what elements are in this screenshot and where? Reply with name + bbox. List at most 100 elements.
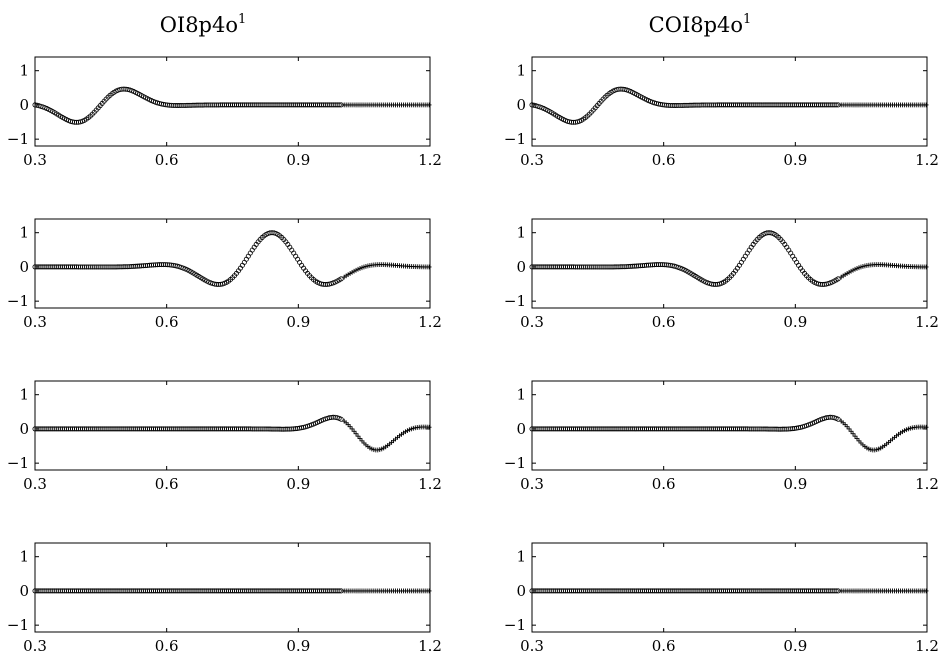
y-tick-label: −1 [504,292,526,310]
data-point-circle [245,253,251,259]
y-tick-label: 0 [19,420,29,438]
y-tick-label: 1 [516,548,526,566]
plot-panel-col1-row2: 0.3 0.6 0.9 1.2 −1 0 1 [7,218,442,331]
data-point-circle [338,416,344,422]
y-tick-label: 0 [19,96,29,114]
y-tick-label: 0 [516,96,526,114]
data-point-circle [792,256,798,262]
y-tick-label: 0 [516,258,526,276]
data-series [529,414,929,453]
data-point-plus [923,588,929,594]
data-point-circle [295,256,301,262]
y-tick-label: 1 [19,62,29,80]
data-series [32,588,432,594]
x-tick-label: 1.2 [915,151,939,169]
plot-panel-col2-row3: 0.3 0.6 0.9 1.2 −1 0 1 [504,380,939,493]
data-point-circle [291,250,297,256]
x-tick-label: 0.9 [783,475,807,493]
x-tick-label: 0.3 [23,475,47,493]
data-point-plus [848,428,854,434]
data-series [529,230,929,288]
x-tick-label: 0.9 [286,313,310,331]
y-tick-label: 1 [516,62,526,80]
data-point-plus [426,264,432,270]
x-tick-label: 0.6 [652,475,676,493]
plot-panel-col2-row1: 0.3 0.6 0.9 1.2 −1 0 1 [504,56,939,169]
y-tick-label: 0 [19,582,29,600]
data-point-plus [923,102,929,108]
data-point-circle [243,256,249,262]
data-point-circle [336,588,342,594]
data-point-circle [740,256,746,262]
data-point-circle [835,416,841,422]
x-tick-label: 0.3 [520,313,544,331]
y-tick-label: 1 [516,386,526,404]
x-tick-label: 1.2 [915,313,939,331]
y-tick-label: 1 [19,548,29,566]
y-tick-label: 0 [516,582,526,600]
data-series [32,86,432,125]
x-tick-label: 0.9 [286,475,310,493]
axes-frame [34,56,431,147]
y-tick-label: −1 [504,616,526,634]
column-title-left-sup: 1 [238,12,246,27]
data-point-plus [351,428,357,434]
data-series [32,414,432,453]
axes-frame [34,380,431,471]
x-tick-label: 0.3 [520,637,544,655]
x-tick-label: 1.2 [418,151,442,169]
x-tick-label: 0.3 [520,151,544,169]
data-point-circle [744,250,750,256]
data-point-circle [293,253,299,259]
data-series [529,588,929,594]
plot-panel-col1-row1: 0.3 0.6 0.9 1.2 −1 0 1 [7,56,442,169]
data-point-plus [426,424,432,430]
data-point-plus [923,264,929,270]
x-tick-label: 0.9 [783,313,807,331]
x-tick-label: 0.9 [286,151,310,169]
x-tick-label: 1.2 [418,475,442,493]
y-tick-label: −1 [7,130,29,148]
column-title-right-base: COI8p4o [649,13,743,37]
plot-panel-col1-row4: 0.3 0.6 0.9 1.2 −1 0 1 [7,542,442,655]
data-point-plus [850,431,856,437]
data-point-circle [742,253,748,259]
x-tick-label: 1.2 [915,475,939,493]
axes-frame [34,218,431,309]
x-tick-label: 0.3 [23,313,47,331]
y-tick-label: 1 [19,386,29,404]
x-tick-label: 1.2 [915,637,939,655]
data-point-plus [852,433,858,439]
data-point-circle [835,276,841,282]
data-series [529,86,929,125]
data-point-plus [426,102,432,108]
plot-panel-col2-row2: 0.3 0.6 0.9 1.2 −1 0 1 [504,218,939,331]
axes-frame [34,542,431,633]
x-tick-label: 1.2 [418,637,442,655]
x-tick-label: 0.6 [652,313,676,331]
y-tick-label: −1 [7,616,29,634]
column-title-right-sup: 1 [743,12,751,27]
data-point-circle [336,102,342,108]
x-tick-label: 0.6 [155,637,179,655]
data-point-circle [338,276,344,282]
x-tick-label: 0.9 [286,637,310,655]
x-tick-label: 0.3 [520,475,544,493]
x-tick-label: 0.6 [155,151,179,169]
y-tick-label: −1 [7,292,29,310]
plot-panel-col2-row4: 0.3 0.6 0.9 1.2 −1 0 1 [504,542,939,655]
y-tick-label: −1 [504,454,526,472]
axes-frame [531,380,928,471]
column-title-left-base: OI8p4o [160,13,238,37]
plot-panel-col1-row3: 0.3 0.6 0.9 1.2 −1 0 1 [7,380,442,493]
data-point-circle [833,102,839,108]
x-tick-label: 0.3 [23,151,47,169]
y-tick-label: 1 [516,224,526,242]
axes-frame [531,542,928,633]
y-tick-label: −1 [7,454,29,472]
x-tick-label: 0.6 [652,151,676,169]
x-tick-label: 1.2 [418,313,442,331]
data-series [32,230,432,288]
